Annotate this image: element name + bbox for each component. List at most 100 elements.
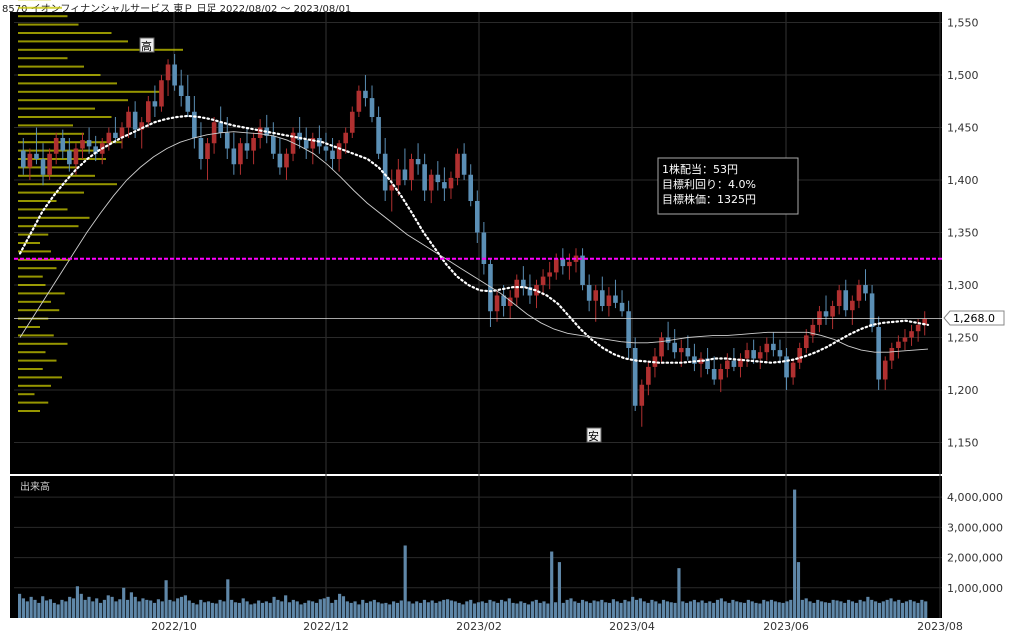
svg-text:高: 高 (141, 39, 152, 53)
volume-bar-107 (430, 600, 434, 618)
volume-bar-202 (796, 562, 801, 618)
candle-body-132 (889, 348, 895, 361)
volume-bar-51 (214, 603, 218, 618)
volume-bar-133 (530, 601, 535, 618)
candle-body-74 (507, 297, 513, 306)
volume-bar-36 (156, 599, 160, 618)
volume-bar-230 (904, 601, 909, 618)
volume-bar-97 (392, 601, 396, 618)
volume-tick-1: 3,000,000 (947, 521, 1003, 534)
candle-body-113 (764, 343, 770, 353)
candle-body-90 (613, 295, 618, 303)
volume-bar-185 (731, 599, 735, 618)
candle-body-20 (152, 101, 158, 107)
volume-bar-29 (129, 592, 133, 618)
volume-bar-198 (781, 602, 785, 618)
candle-body-128 (863, 285, 868, 294)
profile-bar-14 (18, 292, 65, 295)
volume-bar-20 (95, 598, 99, 618)
volume-bar-148 (588, 602, 592, 618)
candle-body-58 (402, 169, 408, 180)
candle-body-112 (757, 352, 763, 359)
volume-bar-167 (661, 599, 666, 618)
volume-bar-190 (750, 601, 754, 618)
candle-body-39 (277, 153, 283, 168)
volume-bar-144 (573, 601, 577, 618)
volume-bar-16 (79, 593, 83, 618)
volume-bar-164 (650, 599, 654, 618)
volume-bar-228 (897, 599, 901, 618)
profile-bar-7 (18, 351, 46, 354)
volume-bar-129 (515, 603, 519, 618)
profile-bar-16 (18, 275, 43, 278)
volume-bar-140 (557, 562, 561, 618)
volume-bar-145 (577, 602, 581, 618)
volume-bar-161 (638, 598, 642, 618)
volume-bar-169 (669, 602, 673, 618)
candle-body-72 (494, 295, 500, 312)
candle-body-62 (428, 174, 434, 191)
volume-bar-179 (708, 601, 712, 618)
volume-bar-103 (415, 601, 419, 618)
volume-bar-90 (365, 602, 369, 618)
volume-bar-92 (372, 599, 376, 618)
svg-text:安: 安 (588, 429, 599, 443)
profile-bar-12 (18, 309, 60, 312)
price-tick-7: 1,200 (947, 384, 979, 397)
candle-body-35 (251, 138, 256, 151)
candle-body-29 (211, 122, 217, 144)
volume-bar-62 (257, 600, 261, 618)
volume-bar-113 (453, 601, 457, 618)
volume-bar-218 (858, 599, 862, 618)
profile-bar-47 (18, 15, 68, 18)
candle-body-92 (626, 311, 631, 348)
profile-bar-8 (18, 342, 68, 345)
volume-bar-38 (164, 580, 168, 618)
volume-bar-2 (25, 601, 29, 618)
volume-bar-216 (850, 601, 855, 618)
profile-bar-6 (18, 359, 57, 362)
candle-body-123 (830, 306, 835, 317)
info-yield: 目標利回り：4.0% (662, 177, 756, 191)
candle-body-126 (850, 300, 855, 311)
moving-average-0 (18, 114, 930, 364)
candle-body-73 (501, 295, 506, 306)
volume-bar-28 (125, 599, 130, 618)
profile-bar-48 (18, 6, 62, 9)
volume-bar-226 (889, 598, 893, 618)
volume-bar-11 (60, 599, 64, 618)
volume-bar-24 (110, 596, 114, 618)
candle-body-136 (915, 324, 921, 332)
candle-body-67 (461, 153, 467, 175)
candle-body-111 (751, 350, 756, 359)
profile-bar-4 (18, 376, 62, 379)
volume-bar-106 (426, 602, 430, 618)
volume-bar-199 (785, 601, 789, 618)
volume-bar-41 (176, 598, 180, 618)
date-tick-3: 2023/04 (609, 620, 655, 632)
volume-label: 出来高 (20, 480, 50, 493)
profile-bar-18 (18, 258, 71, 261)
volume-bar-208 (820, 601, 824, 618)
candle-body-23 (172, 64, 177, 86)
volume-bar-211 (831, 599, 835, 618)
volume-bar-53 (222, 601, 226, 618)
date-tick-2: 2023/02 (456, 620, 502, 632)
candle-body-103 (698, 358, 704, 364)
profile-bar-1 (18, 401, 49, 404)
candle-body-127 (856, 285, 862, 301)
profile-bar-19 (18, 250, 51, 253)
candle-body-115 (777, 350, 783, 357)
volume-bar-186 (735, 601, 739, 618)
volume-bar-110 (442, 599, 446, 618)
profile-bar-46 (18, 23, 79, 26)
candle-body-102 (692, 356, 697, 364)
volume-bar-213 (839, 601, 843, 618)
candle-body-104 (705, 358, 710, 369)
candle-body-125 (843, 290, 849, 311)
volume-bar-27 (122, 587, 126, 618)
candle-body-44 (310, 138, 316, 149)
volume-bar-14 (71, 598, 76, 618)
volume-bar-43 (183, 595, 187, 618)
volume-bar-223 (877, 602, 882, 618)
